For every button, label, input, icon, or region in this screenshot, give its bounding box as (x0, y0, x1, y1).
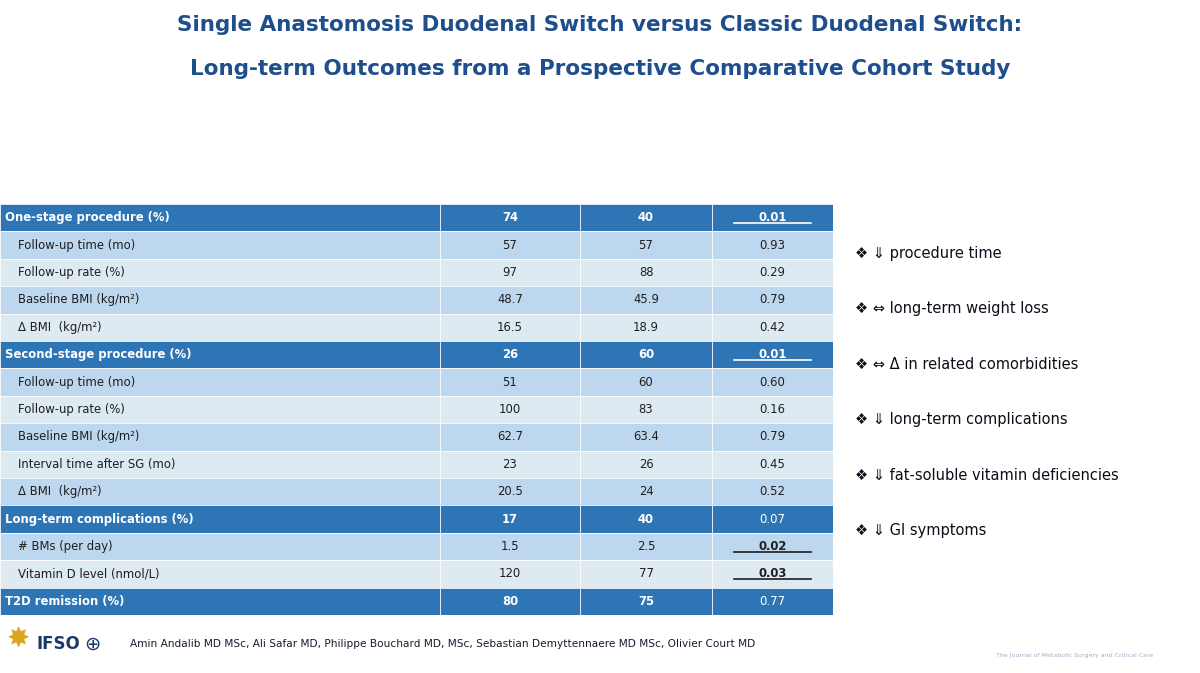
Text: Follow-up time (mo): Follow-up time (mo) (18, 376, 134, 388)
Text: 0.01: 0.01 (758, 348, 787, 361)
Text: 2.5: 2.5 (637, 540, 655, 553)
Text: Baseline BMI (kg/m²): Baseline BMI (kg/m²) (18, 293, 139, 306)
Text: 40: 40 (638, 211, 654, 224)
Text: 0.07: 0.07 (760, 513, 786, 526)
Text: 0.42: 0.42 (760, 321, 786, 334)
Text: Vitamin D level (nmol/L): Vitamin D level (nmol/L) (18, 567, 160, 580)
Text: 77: 77 (638, 567, 654, 580)
Text: 0.45: 0.45 (760, 458, 786, 471)
Text: T2D remission (%): T2D remission (%) (5, 595, 125, 608)
Text: 0.79: 0.79 (760, 431, 786, 444)
Text: 40: 40 (638, 513, 654, 526)
Text: Follow-up time (mo): Follow-up time (mo) (18, 239, 134, 252)
Text: 18.9: 18.9 (634, 321, 659, 334)
Text: 1.5: 1.5 (500, 540, 520, 553)
Text: CONCLUSIONS: CONCLUSIONS (938, 119, 1096, 138)
Text: 0.79: 0.79 (760, 293, 786, 306)
Text: SADI-S (n=42): SADI-S (n=42) (463, 182, 557, 194)
Text: ✸: ✸ (7, 625, 30, 653)
Text: 24: 24 (638, 485, 653, 498)
Text: 17: 17 (502, 513, 518, 526)
Text: Baseline BMI (kg/m²): Baseline BMI (kg/m²) (18, 431, 139, 444)
Text: 0.52: 0.52 (760, 485, 786, 498)
Text: One-stage procedure (%): One-stage procedure (%) (5, 211, 170, 224)
Text: Similar baseline characteristics (age, sex, BMI, comorbidities): Similar baseline characteristics (age, s… (8, 135, 344, 145)
Text: Interval time after SG (mo): Interval time after SG (mo) (18, 458, 175, 471)
Text: 120: 120 (499, 567, 521, 580)
Text: 0.03: 0.03 (758, 567, 787, 580)
Text: 45.9: 45.9 (634, 293, 659, 306)
Text: 74: 74 (502, 211, 518, 224)
Text: 0.93: 0.93 (760, 239, 786, 252)
Text: 0.60: 0.60 (760, 376, 786, 388)
Text: 57: 57 (638, 239, 654, 252)
Text: 23: 23 (503, 458, 517, 471)
Text: (ClinicalTrials.gov: NCT02792166): (ClinicalTrials.gov: NCT02792166) (8, 175, 192, 185)
Text: ❖ ⇓ procedure time: ❖ ⇓ procedure time (856, 246, 1002, 261)
Text: 60: 60 (638, 348, 654, 361)
Text: ⊕: ⊕ (84, 635, 101, 653)
Text: 88: 88 (638, 266, 653, 279)
Text: p value: p value (749, 182, 797, 194)
Text: 26: 26 (638, 458, 653, 471)
Text: Single Anastomosis Duodenal Switch versus Classic Duodenal Switch:: Single Anastomosis Duodenal Switch versu… (178, 15, 1022, 34)
Text: 16.5: 16.5 (497, 321, 523, 334)
Text: 48.7: 48.7 (497, 293, 523, 306)
Text: ❖ ⇔ long-term weight loss: ❖ ⇔ long-term weight loss (856, 302, 1049, 316)
Text: OBESITY SURGERY: OBESITY SURGERY (1006, 630, 1142, 643)
Text: 26: 26 (502, 348, 518, 361)
Text: Follow-up rate (%): Follow-up rate (%) (18, 403, 125, 416)
Text: DS (n=20): DS (n=20) (612, 182, 680, 194)
Text: 0.16: 0.16 (760, 403, 786, 416)
Text: Long-term Outcomes from a Prospective Comparative Cohort Study: Long-term Outcomes from a Prospective Co… (190, 59, 1010, 79)
Text: ❖ ⇔ Δ in related comorbidities: ❖ ⇔ Δ in related comorbidities (856, 357, 1079, 371)
Text: 0.29: 0.29 (760, 266, 786, 279)
Text: 0.01: 0.01 (758, 211, 787, 224)
Text: All surgeries during 06/2016 – 12/2019; single-center: All surgeries during 06/2016 – 12/2019; … (8, 114, 299, 124)
Text: IFSO: IFSO (36, 635, 79, 653)
Text: 83: 83 (638, 403, 653, 416)
Text: 62.7: 62.7 (497, 431, 523, 444)
Text: Δ BMI  (kg/m²): Δ BMI (kg/m²) (18, 485, 101, 498)
Text: Second-stage procedure (%): Second-stage procedure (%) (5, 348, 192, 361)
Text: 0.77: 0.77 (760, 595, 786, 608)
Text: Amin Andalib MD MSc, Ali Safar MD, Philippe Bouchard MD, MSc, Sebastian Demytten: Amin Andalib MD MSc, Ali Safar MD, Phili… (130, 639, 755, 649)
Text: Δ BMI  (kg/m²): Δ BMI (kg/m²) (18, 321, 101, 334)
Text: 63.4: 63.4 (634, 431, 659, 444)
Text: 75: 75 (638, 595, 654, 608)
Text: Long-term complications (%): Long-term complications (%) (5, 513, 194, 526)
Text: 97: 97 (503, 266, 517, 279)
Text: ❖ ⇓ long-term complications: ❖ ⇓ long-term complications (856, 413, 1068, 427)
Text: One-stage or planned two-stage SADI-S vs Classic DS: One-stage or planned two-stage SADI-S vs… (8, 94, 301, 104)
Text: Follow-up rate (%): Follow-up rate (%) (18, 266, 125, 279)
Text: 100: 100 (499, 403, 521, 416)
Text: 60: 60 (638, 376, 653, 388)
Text: # BMs (per day): # BMs (per day) (18, 540, 113, 553)
Text: The Journal of Metabolic Surgery and Critical Care: The Journal of Metabolic Surgery and Cri… (996, 653, 1153, 658)
Text: 0.02: 0.02 (758, 540, 787, 553)
Text: SADI-S vs DS: SADI-S vs DS (946, 162, 1087, 181)
Text: ❖ ⇓ fat-soluble vitamin deficiencies: ❖ ⇓ fat-soluble vitamin deficiencies (856, 468, 1118, 483)
Text: 57: 57 (503, 239, 517, 252)
Text: 80: 80 (502, 595, 518, 608)
Text: 51: 51 (503, 376, 517, 388)
Text: Same vitamin supplements after surgery: Same vitamin supplements after surgery (8, 155, 232, 165)
Text: 20.5: 20.5 (497, 485, 523, 498)
Text: ❖ ⇓ GI symptoms: ❖ ⇓ GI symptoms (856, 523, 986, 538)
